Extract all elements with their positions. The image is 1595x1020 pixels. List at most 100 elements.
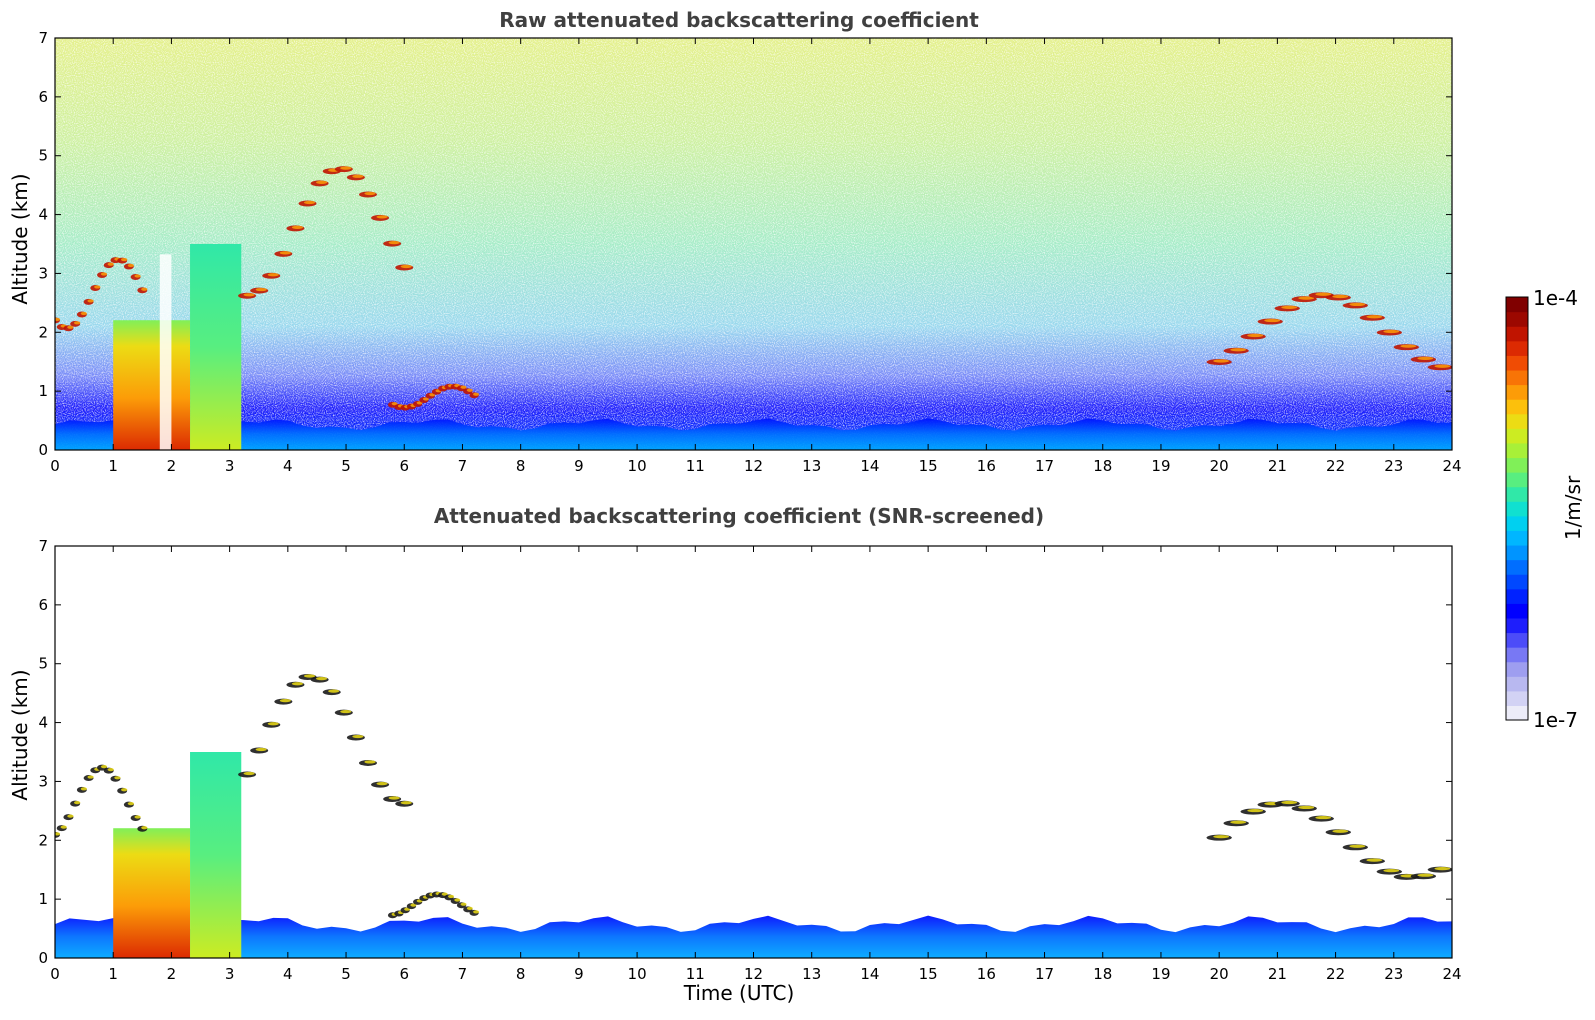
y-axis: 0 1 2 3 4 5 6 7 (38, 29, 1452, 459)
y-tick-label: 6 (38, 88, 48, 106)
colorbar-segment (1506, 676, 1528, 692)
x-tick-label: 18 (1093, 965, 1112, 983)
x-tick-label: 8 (516, 457, 526, 475)
x-tick-label: 22 (1326, 965, 1345, 983)
x-tick-label: 15 (919, 457, 938, 475)
y-tick-label: 4 (38, 206, 48, 224)
x-tick-label: 22 (1326, 457, 1345, 475)
x-tick-label: 3 (225, 457, 235, 475)
y-tick-label: 1 (38, 382, 48, 400)
colorbar: 1e-4 1e-7 1/m/sr (1505, 286, 1585, 732)
y-axis: 0 1 2 3 4 5 6 7 (38, 537, 1452, 967)
x-tick-label: 6 (399, 965, 409, 983)
x-tick-label: 24 (1442, 457, 1461, 475)
y-tick-label: 3 (38, 772, 48, 790)
x-tick-label: 16 (977, 965, 996, 983)
colorbar-segment (1506, 501, 1528, 517)
x-tick-label: 10 (628, 965, 647, 983)
colorbar-segment (1506, 661, 1528, 677)
x-tick-label: 13 (802, 965, 821, 983)
colorbar-segment (1506, 384, 1528, 400)
x-tick-label: 24 (1442, 965, 1461, 983)
y-tick-label: 5 (38, 655, 48, 673)
x-tick-label: 9 (574, 965, 584, 983)
x-tick-label: 3 (225, 965, 235, 983)
x-tick-label: 12 (744, 457, 763, 475)
raw-backscatter-panel: Raw attenuated backscattering coefficien… (8, 8, 1462, 475)
plot-area (54, 545, 1453, 959)
y-tick-label: 1 (38, 890, 48, 908)
scattered-cloud-filaments (238, 166, 414, 299)
x-tick-label: 9 (574, 457, 584, 475)
y-axis-label: Altitude (km) (8, 173, 32, 304)
thin-cloud-layer (387, 891, 480, 919)
colorbar-segment (1506, 369, 1528, 386)
y-tick-label: 3 (38, 264, 48, 282)
x-tick-label: 11 (686, 457, 705, 475)
colorbar-segment (1506, 690, 1528, 707)
boundary-layer-aerosol (55, 915, 1452, 958)
colorbar-segment (1506, 603, 1528, 619)
x-tick-label: 23 (1384, 965, 1403, 983)
x-tick-label: 2 (167, 457, 177, 475)
x-tick-label: 4 (283, 965, 293, 983)
x-tick-label: 20 (1210, 457, 1229, 475)
colorbar-segment (1506, 297, 1528, 313)
thick-cloud-column (113, 244, 242, 450)
plot-area (54, 37, 1453, 451)
y-tick-label: 4 (38, 714, 48, 732)
y-tick-label: 0 (38, 949, 48, 967)
x-tick-label: 15 (919, 965, 938, 983)
x-tick-label: 0 (50, 457, 60, 475)
colorbar-segment (1506, 399, 1528, 415)
colorbar-segment (1506, 544, 1528, 561)
cloud-layer (55, 764, 148, 838)
x-tick-label: 21 (1268, 965, 1287, 983)
x-tick-label: 2 (167, 965, 177, 983)
y-tick-label: 5 (38, 147, 48, 165)
x-tick-label: 18 (1093, 457, 1112, 475)
x-tick-label: 12 (744, 965, 763, 983)
x-tick-label: 14 (860, 457, 879, 475)
colorbar-segment (1506, 355, 1528, 371)
colorbar-segment (1506, 472, 1528, 488)
x-tick-label: 11 (686, 965, 705, 983)
x-tick-label: 19 (1151, 965, 1170, 983)
y-axis-label: Altitude (km) (8, 669, 32, 800)
colorbar-frame (1505, 296, 1529, 721)
x-tick-label: 20 (1210, 965, 1229, 983)
colorbar-segment (1506, 340, 1528, 356)
panel-title: Attenuated backscattering coefficient (S… (434, 504, 1044, 528)
x-tick-label: 6 (399, 457, 409, 475)
x-tick-label: 16 (977, 457, 996, 475)
colorbar-segment (1506, 442, 1528, 459)
colorbar-segment (1506, 647, 1528, 663)
colorbar-segment (1506, 311, 1528, 327)
x-axis-label: Time (UTC) (683, 981, 795, 1005)
x-tick-label: 7 (458, 457, 468, 475)
x-tick-label: 13 (802, 457, 821, 475)
colorbar-segment (1506, 705, 1528, 721)
colorbar-segment (1506, 486, 1528, 502)
snr-screened-panel: Attenuated backscattering coefficient (S… (8, 504, 1462, 1005)
colorbar-segment (1506, 632, 1528, 648)
x-tick-label: 23 (1384, 457, 1403, 475)
boundary-layer-aerosol (55, 418, 1452, 450)
x-tick-label: 17 (1035, 457, 1054, 475)
y-tick-label: 7 (38, 29, 48, 47)
plot-background (55, 546, 1452, 958)
x-tick-label: 0 (50, 965, 60, 983)
elevated-cloud-layer (1206, 292, 1452, 371)
x-axis: 0 1 2 3 4 5 6 7 8 9 10 11 12 13 14 15 16 17 18 19 20 21 22 23 24 (50, 546, 1462, 983)
colorbar-segment (1506, 326, 1528, 342)
x-tick-label: 1 (108, 457, 118, 475)
elevated-cloud-layer (1206, 800, 1452, 880)
colorbar-unit-label: 1/m/sr (1561, 475, 1585, 540)
colorbar-segment (1506, 428, 1528, 444)
y-tick-label: 2 (38, 323, 48, 341)
colorbar-scale (1506, 297, 1528, 721)
x-tick-label: 19 (1151, 457, 1170, 475)
x-tick-label: 1 (108, 965, 118, 983)
thin-cloud-layer (387, 383, 480, 411)
